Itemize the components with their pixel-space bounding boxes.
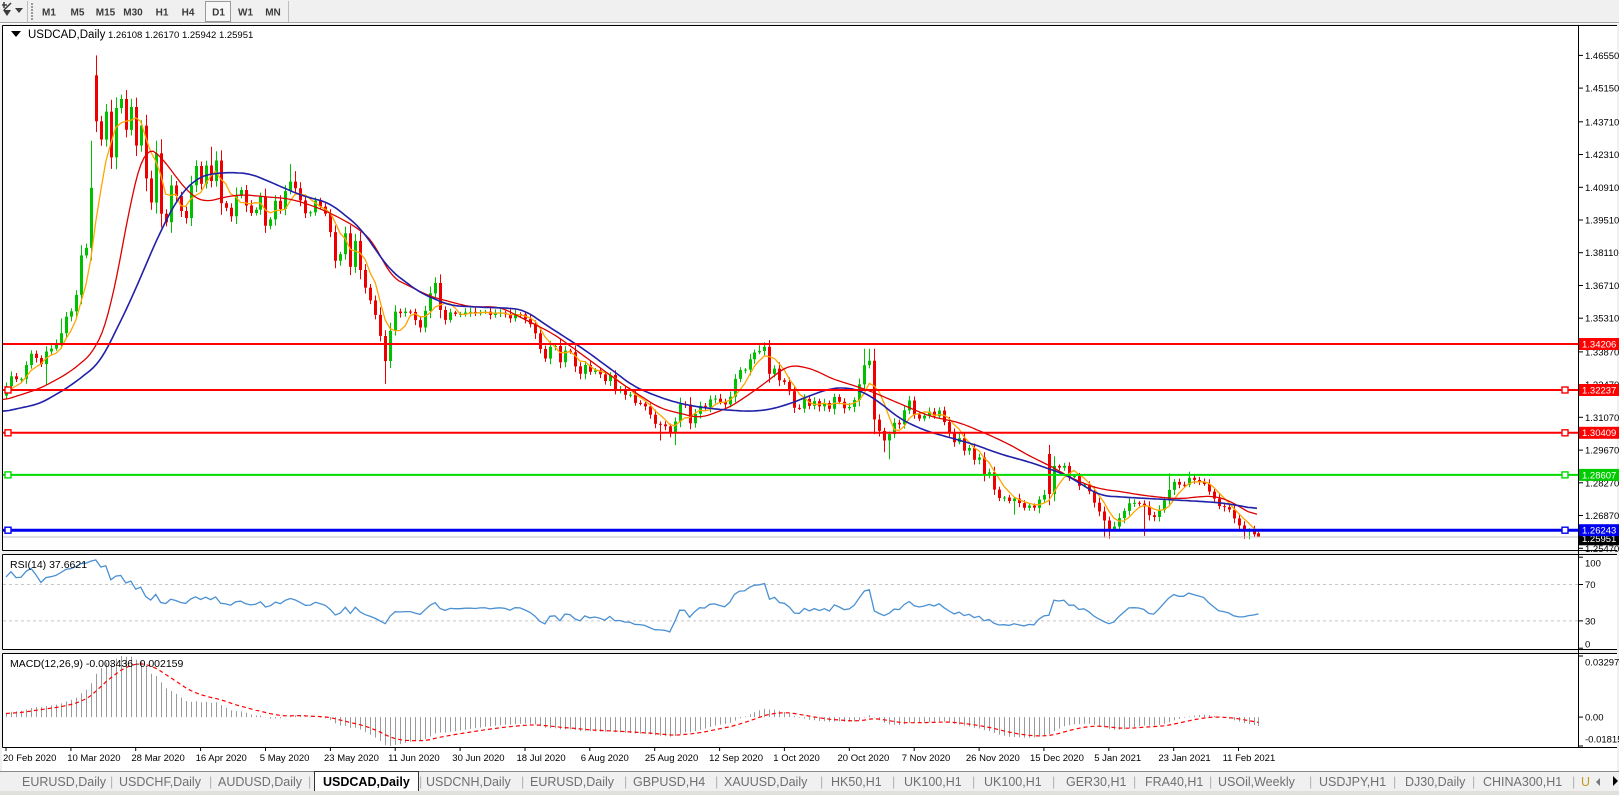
svg-text:20 Oct 2020: 20 Oct 2020 xyxy=(838,753,890,764)
svg-text:|: | xyxy=(820,775,823,789)
svg-text:1.42310: 1.42310 xyxy=(1585,150,1619,161)
svg-text:|: | xyxy=(715,775,718,789)
svg-text:1.33870: 1.33870 xyxy=(1585,347,1619,358)
svg-text:USOil,Weekly: USOil,Weekly xyxy=(1218,775,1296,789)
svg-text:GBPUSD,H4: GBPUSD,H4 xyxy=(633,775,705,789)
svg-text:1.28607: 1.28607 xyxy=(1582,470,1616,481)
svg-text:1.36710: 1.36710 xyxy=(1585,281,1619,292)
svg-text:1.31070: 1.31070 xyxy=(1585,413,1619,424)
svg-text:1.32237: 1.32237 xyxy=(1582,385,1616,396)
svg-text:|: | xyxy=(110,775,113,789)
svg-text:USDJPY,H1: USDJPY,H1 xyxy=(1319,775,1386,789)
svg-text:DJ30,Daily: DJ30,Daily xyxy=(1405,775,1466,789)
svg-text:1.28270: 1.28270 xyxy=(1585,478,1619,489)
svg-text:|: | xyxy=(1309,775,1312,789)
svg-text:26 Nov 2020: 26 Nov 2020 xyxy=(966,753,1020,764)
svg-text:1.38110: 1.38110 xyxy=(1585,248,1619,259)
svg-text:|: | xyxy=(1052,775,1055,789)
svg-text:AUDUSD,Daily: AUDUSD,Daily xyxy=(218,775,303,789)
svg-text:0.032972: 0.032972 xyxy=(1585,658,1619,669)
svg-text:15 Dec 2020: 15 Dec 2020 xyxy=(1030,753,1084,764)
svg-text:70: 70 xyxy=(1585,580,1596,591)
svg-text:11 Jun 2020: 11 Jun 2020 xyxy=(388,753,440,764)
svg-text:5 May 2020: 5 May 2020 xyxy=(260,753,310,764)
svg-text:HK50,H1: HK50,H1 xyxy=(831,775,882,789)
svg-text:H1: H1 xyxy=(156,8,169,19)
svg-text:MN: MN xyxy=(265,8,281,19)
svg-text:USDCAD,Daily: USDCAD,Daily xyxy=(323,775,410,789)
svg-text:-0.01815: -0.01815 xyxy=(1585,735,1619,746)
svg-text:11 Feb 2021: 11 Feb 2021 xyxy=(1223,753,1276,764)
svg-text:|: | xyxy=(624,775,627,789)
svg-text:16 Apr 2020: 16 Apr 2020 xyxy=(196,753,247,764)
svg-text:1.26870: 1.26870 xyxy=(1585,511,1619,522)
svg-text:|: | xyxy=(1572,775,1575,789)
svg-text:GER30,H1: GER30,H1 xyxy=(1066,775,1126,789)
svg-text:30 Jun 2020: 30 Jun 2020 xyxy=(452,753,504,764)
svg-text:UK100,H1: UK100,H1 xyxy=(904,775,962,789)
svg-text:|: | xyxy=(972,775,975,789)
svg-text:|: | xyxy=(1209,775,1212,789)
svg-text:5 Jan 2021: 5 Jan 2021 xyxy=(1094,753,1141,764)
svg-text:18 Jul 2020: 18 Jul 2020 xyxy=(517,753,566,764)
svg-text:10 Mar 2020: 10 Mar 2020 xyxy=(67,753,120,764)
svg-text:EURUSD,Daily: EURUSD,Daily xyxy=(22,775,107,789)
svg-text:USDCNH,Daily: USDCNH,Daily xyxy=(426,775,511,789)
svg-text:|: | xyxy=(521,775,524,789)
svg-text:UK100,H1: UK100,H1 xyxy=(984,775,1042,789)
svg-text:1 Oct 2020: 1 Oct 2020 xyxy=(773,753,819,764)
svg-text:|: | xyxy=(209,775,212,789)
svg-text:12 Sep 2020: 12 Sep 2020 xyxy=(709,753,763,764)
svg-text:28 Mar 2020: 28 Mar 2020 xyxy=(131,753,184,764)
svg-text:1.46550: 1.46550 xyxy=(1585,51,1619,62)
svg-text:XAUUSD,Daily: XAUUSD,Daily xyxy=(724,775,808,789)
svg-text:1.35310: 1.35310 xyxy=(1585,314,1619,325)
svg-text:USDCHF,Daily: USDCHF,Daily xyxy=(119,775,202,789)
svg-text:CHINA300,H1: CHINA300,H1 xyxy=(1483,775,1562,789)
svg-text:M5: M5 xyxy=(71,8,85,19)
svg-text:1.34206: 1.34206 xyxy=(1582,339,1616,350)
svg-text:25 Aug 2020: 25 Aug 2020 xyxy=(645,753,698,764)
svg-text:MACD(12,26,9) -0.003436 -0.002: MACD(12,26,9) -0.003436 -0.002159 xyxy=(10,658,184,670)
svg-text:1.29670: 1.29670 xyxy=(1585,446,1619,457)
svg-text:RSI(14) 37.6621: RSI(14) 37.6621 xyxy=(10,559,87,571)
svg-text:EURUSD,Daily: EURUSD,Daily xyxy=(530,775,615,789)
svg-text:1.40910: 1.40910 xyxy=(1585,183,1619,194)
svg-text:7 Nov 2020: 7 Nov 2020 xyxy=(902,753,951,764)
svg-text:M15: M15 xyxy=(96,8,116,19)
svg-text:|: | xyxy=(1472,775,1475,789)
svg-text:100: 100 xyxy=(1585,559,1601,570)
svg-text:|: | xyxy=(892,775,895,789)
svg-text:1.39510: 1.39510 xyxy=(1585,216,1619,227)
svg-text:1.26243: 1.26243 xyxy=(1582,526,1616,537)
svg-text:H4: H4 xyxy=(182,8,195,19)
svg-text:M1: M1 xyxy=(42,8,56,19)
svg-text:USDCAD,Daily: USDCAD,Daily xyxy=(28,29,106,41)
svg-text:30: 30 xyxy=(1585,616,1596,627)
svg-text:0: 0 xyxy=(1585,640,1590,651)
svg-text:1.43710: 1.43710 xyxy=(1585,117,1619,128)
svg-text:1.26108 1.26170 1.25942 1.2595: 1.26108 1.26170 1.25942 1.25951 xyxy=(108,30,253,41)
svg-text:|: | xyxy=(1393,775,1396,789)
svg-text:|: | xyxy=(1133,775,1136,789)
svg-text:D1: D1 xyxy=(212,8,225,19)
svg-text:20 Feb 2020: 20 Feb 2020 xyxy=(3,753,56,764)
svg-text:0.00: 0.00 xyxy=(1585,713,1604,724)
svg-text:FRA40,H1: FRA40,H1 xyxy=(1145,775,1203,789)
svg-text:|: | xyxy=(308,775,311,789)
svg-text:U: U xyxy=(1581,775,1590,789)
svg-text:1.25951: 1.25951 xyxy=(1582,534,1616,545)
svg-text:23 Jan 2021: 23 Jan 2021 xyxy=(1158,753,1210,764)
svg-text:M30: M30 xyxy=(123,8,143,19)
svg-text:|: | xyxy=(419,775,422,789)
svg-text:6 Aug 2020: 6 Aug 2020 xyxy=(581,753,629,764)
svg-text:W1: W1 xyxy=(238,8,253,19)
svg-text:1.25470: 1.25470 xyxy=(1585,544,1619,555)
svg-text:23 May 2020: 23 May 2020 xyxy=(324,753,379,764)
svg-text:1.30409: 1.30409 xyxy=(1582,428,1616,439)
svg-text:1.45150: 1.45150 xyxy=(1585,84,1619,95)
